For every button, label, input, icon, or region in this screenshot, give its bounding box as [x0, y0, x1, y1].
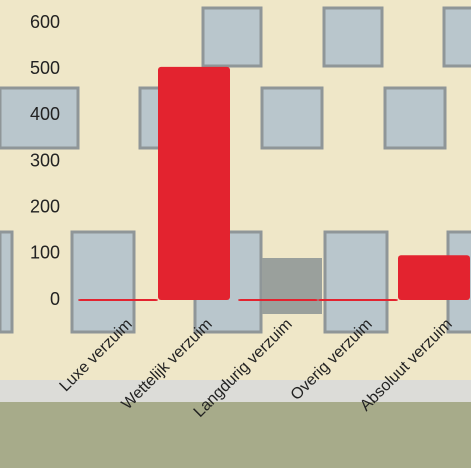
y-tick-label: 200: [30, 196, 60, 216]
y-tick-label: 0: [50, 289, 60, 309]
y-tick-label: 100: [30, 243, 60, 263]
bar: [318, 299, 398, 301]
y-tick-label: 300: [30, 150, 60, 170]
y-tick-label: 400: [30, 104, 60, 124]
bar: [158, 66, 230, 300]
bar: [398, 255, 470, 300]
y-tick-label: 600: [30, 12, 60, 32]
bar: [238, 299, 318, 301]
y-tick-label: 500: [30, 58, 60, 78]
bar: [78, 299, 158, 301]
